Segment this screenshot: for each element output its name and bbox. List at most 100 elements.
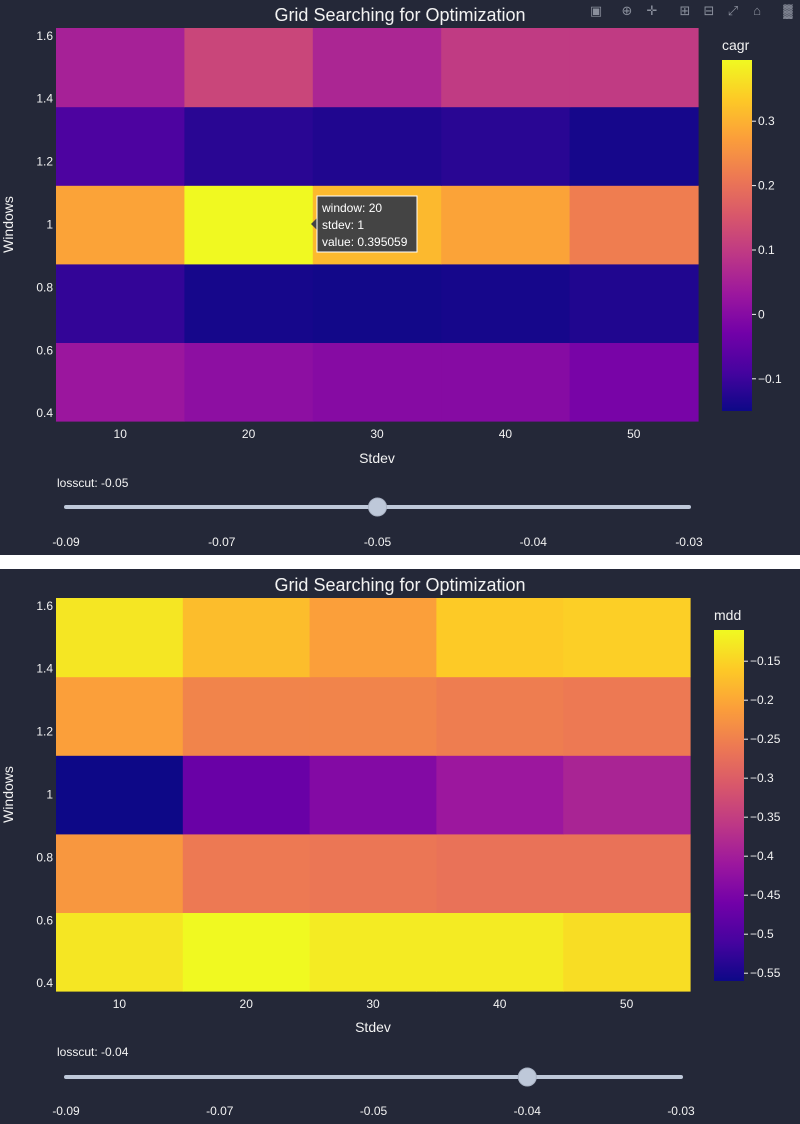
x-tick-label: 40 [493, 997, 507, 1011]
heatmap-cell-r4-c2[interactable] [312, 28, 442, 108]
heatmap-cell-r2-c4[interactable] [569, 185, 699, 265]
slider-step-label[interactable]: -0.09 [52, 535, 80, 549]
home-icon[interactable]: ⌂ [753, 3, 761, 18]
heatmap-cell-r2-c2[interactable] [309, 755, 437, 835]
heatmap-cell-r3-c3[interactable] [441, 106, 571, 186]
heatmap-cell-r0-c4[interactable] [569, 342, 699, 422]
heatmap-cell-r3-c4[interactable] [563, 676, 691, 756]
heatmap-cell-r4-c4[interactable] [563, 598, 691, 678]
plotly-logo-icon[interactable]: ▓ [783, 3, 793, 19]
heatmap-cell-r1-c4[interactable] [569, 263, 699, 343]
heatmap-cell-r4-c1[interactable] [184, 28, 314, 108]
heatmap-cell-r3-c4[interactable] [569, 106, 699, 186]
heatmap-cell-r3-c2[interactable] [309, 676, 437, 756]
heatmap-cell-r2-c3[interactable] [441, 185, 571, 265]
heatmap-cell-r4-c3[interactable] [436, 598, 564, 678]
slider-step-label[interactable]: -0.03 [667, 1104, 695, 1118]
heatmap-cell-r0-c4[interactable] [563, 912, 691, 992]
heatmap-cell-r4-c0[interactable] [56, 598, 184, 678]
colorbar-tick-label: −0.4 [750, 849, 774, 863]
heatmap-cell-r0-c1[interactable] [184, 342, 314, 422]
zoom-out-icon[interactable]: ⊟ [704, 3, 715, 18]
modebar: ▣ ⊕ ✛ ⊞ ⊟ ⤢ ⌂ ▓ [590, 3, 793, 19]
heatmap-cell-r2-c3[interactable] [436, 755, 564, 835]
heatmap-cell-r4-c4[interactable] [569, 28, 699, 108]
heatmap-cell-r2-c1[interactable] [182, 755, 311, 835]
heatmap-cell-r3-c0[interactable] [56, 106, 185, 186]
heatmap-cell-r2-c0[interactable] [56, 185, 185, 265]
zoom-in-icon[interactable]: ⊞ [680, 3, 691, 18]
camera-icon[interactable]: ▣ [590, 3, 602, 18]
heatmap-cell-r3-c3[interactable] [436, 676, 564, 756]
slider-step-label[interactable]: -0.09 [52, 1104, 80, 1118]
heatmap-cell-r1-c1[interactable] [184, 263, 314, 343]
x-tick-label: 20 [240, 997, 254, 1011]
heatmap-cell-r1-c2[interactable] [309, 833, 437, 913]
heatmap-cell-r3-c1[interactable] [184, 106, 314, 186]
slider-handle[interactable] [368, 497, 387, 517]
zoom-icon[interactable]: ⊕ [622, 3, 633, 18]
y-tick-label: 0.4 [36, 976, 53, 990]
heatmap-cell-r1-c2[interactable] [312, 263, 442, 343]
heatmap-cell-r3-c0[interactable] [56, 676, 184, 756]
y-tick-label: 0.6 [36, 913, 53, 927]
x-axis-title: Stdev [355, 1019, 391, 1035]
heatmap-panel-cagr: Grid Searching for Optimization 10 20 30 40 5… [0, 0, 800, 555]
y-tick-label: 0.4 [36, 406, 53, 420]
heatmap-cell-r4-c0[interactable] [56, 28, 185, 108]
x-axis-title: Stdev [359, 450, 395, 466]
y-tick-label: 1.2 [36, 725, 53, 739]
colorbar [714, 630, 744, 981]
heatmap-cell-r3-c1[interactable] [182, 676, 311, 756]
x-tick-label: 20 [242, 427, 256, 441]
colorbar-tick-label: −0.55 [750, 966, 781, 980]
heatmap-cell-r2-c1[interactable] [184, 185, 314, 265]
slider-step-label[interactable]: -0.05 [364, 535, 392, 549]
slider-step-label[interactable]: -0.03 [675, 535, 703, 549]
heatmap-cells [56, 598, 691, 992]
heatmap-cell-r4-c1[interactable] [182, 598, 311, 678]
x-tick-label: 30 [366, 997, 380, 1011]
y-tick-label: 1.4 [36, 92, 53, 106]
colorbar [722, 60, 752, 411]
heatmap-cell-r3-c2[interactable] [312, 106, 442, 186]
heatmap-cell-r1-c0[interactable] [56, 263, 185, 343]
slider-step-label[interactable]: -0.07 [206, 1104, 234, 1118]
heatmap-cell-r1-c1[interactable] [182, 833, 311, 913]
colorbar-tick-label: 0.1 [758, 243, 775, 257]
y-tick-label: 0.8 [36, 850, 53, 864]
heatmap-cell-r0-c1[interactable] [182, 912, 311, 992]
x-tick-label: 30 [370, 427, 384, 441]
x-tick-label: 10 [114, 427, 128, 441]
pan-icon[interactable]: ✛ [647, 3, 658, 18]
slider-handle[interactable] [517, 1067, 537, 1087]
autoscale-icon[interactable]: ⤢ [728, 3, 738, 18]
tooltip-line: window: 20 [321, 201, 382, 215]
heatmap-cell-r1-c0[interactable] [56, 833, 184, 913]
slider-step-label[interactable]: -0.07 [208, 535, 236, 549]
heatmap-cell-r2-c0[interactable] [56, 755, 184, 835]
heatmap-cell-r4-c3[interactable] [441, 28, 571, 108]
tooltip-pointer [311, 218, 317, 230]
heatmap-cell-r0-c2[interactable] [309, 912, 437, 992]
heatmap-cell-r0-c0[interactable] [56, 342, 185, 422]
slider-step-label[interactable]: -0.04 [520, 535, 548, 549]
hover-tooltip: window: 20 stdev: 1 value: 0.395059 [311, 195, 418, 253]
heatmap-cell-r1-c4[interactable] [563, 833, 691, 913]
slider-step-label[interactable]: -0.04 [514, 1104, 542, 1118]
heatmap-cell-r1-c3[interactable] [441, 263, 571, 343]
heatmap-cell-r0-c0[interactable] [56, 912, 184, 992]
y-axis-title: Windows [0, 766, 16, 823]
heatmap-cell-r1-c3[interactable] [436, 833, 564, 913]
y-tick-label: 1.4 [36, 662, 53, 676]
y-tick-label: 1.6 [36, 599, 53, 613]
colorbar-title: mdd [714, 607, 741, 623]
heatmap-cell-r4-c2[interactable] [309, 598, 437, 678]
heatmap-cell-r0-c3[interactable] [436, 912, 564, 992]
heatmap-cell-r2-c4[interactable] [563, 755, 691, 835]
y-axis-title: Windows [0, 196, 16, 253]
heatmap-cell-r0-c2[interactable] [312, 342, 442, 422]
y-tick-label: 1.6 [36, 29, 53, 43]
heatmap-cell-r0-c3[interactable] [441, 342, 571, 422]
slider-step-label[interactable]: -0.05 [360, 1104, 388, 1118]
